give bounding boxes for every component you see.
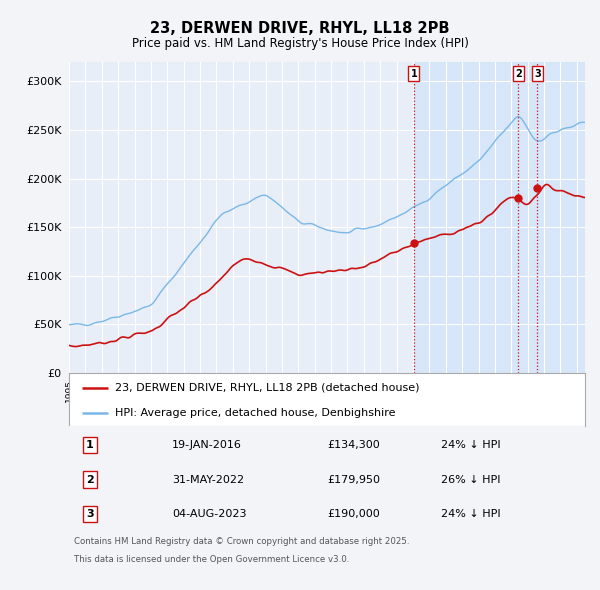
Text: 3: 3 bbox=[534, 68, 541, 78]
Text: 3: 3 bbox=[86, 509, 94, 519]
Text: 2: 2 bbox=[515, 68, 521, 78]
Text: Price paid vs. HM Land Registry's House Price Index (HPI): Price paid vs. HM Land Registry's House … bbox=[131, 37, 469, 50]
Text: HPI: Average price, detached house, Denbighshire: HPI: Average price, detached house, Denb… bbox=[115, 408, 396, 418]
Text: 04-AUG-2023: 04-AUG-2023 bbox=[172, 509, 247, 519]
Text: £190,000: £190,000 bbox=[327, 509, 380, 519]
Text: This data is licensed under the Open Government Licence v3.0.: This data is licensed under the Open Gov… bbox=[74, 555, 350, 564]
Text: 23, DERWEN DRIVE, RHYL, LL18 2PB (detached house): 23, DERWEN DRIVE, RHYL, LL18 2PB (detach… bbox=[115, 383, 420, 393]
Bar bbox=[560, 62, 585, 373]
Text: 24% ↓ HPI: 24% ↓ HPI bbox=[440, 509, 500, 519]
Text: 23, DERWEN DRIVE, RHYL, LL18 2PB: 23, DERWEN DRIVE, RHYL, LL18 2PB bbox=[150, 21, 450, 35]
Text: 19-JAN-2016: 19-JAN-2016 bbox=[172, 440, 242, 450]
Text: 1: 1 bbox=[410, 68, 417, 78]
Text: 1: 1 bbox=[86, 440, 94, 450]
Text: Contains HM Land Registry data © Crown copyright and database right 2025.: Contains HM Land Registry data © Crown c… bbox=[74, 537, 410, 546]
Text: 26% ↓ HPI: 26% ↓ HPI bbox=[440, 474, 500, 484]
Text: £134,300: £134,300 bbox=[327, 440, 380, 450]
Text: £179,950: £179,950 bbox=[327, 474, 380, 484]
Text: 31-MAY-2022: 31-MAY-2022 bbox=[172, 474, 244, 484]
Bar bbox=[414, 62, 585, 373]
Text: 24% ↓ HPI: 24% ↓ HPI bbox=[440, 440, 500, 450]
Text: 2: 2 bbox=[86, 474, 94, 484]
